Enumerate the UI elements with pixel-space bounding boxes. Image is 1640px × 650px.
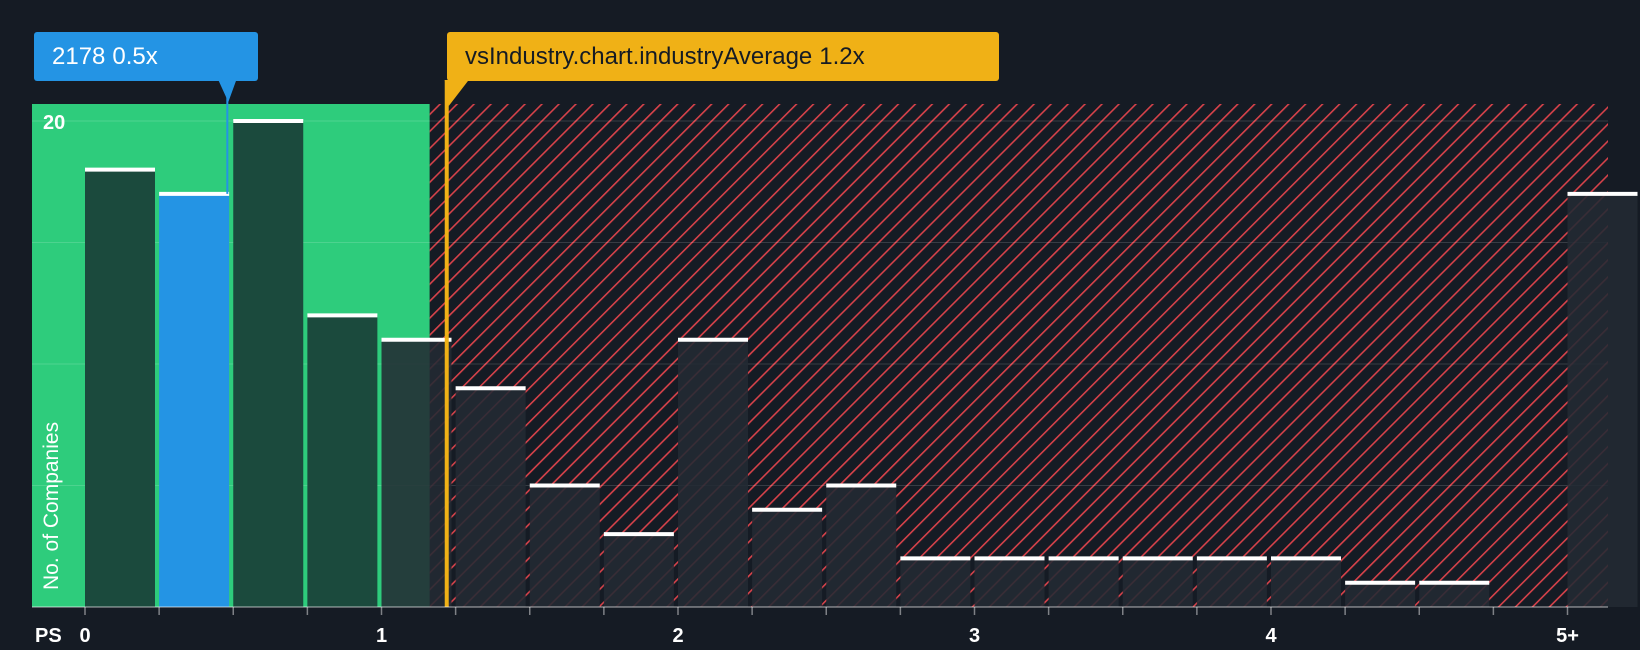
above-industry-region (429, 104, 1609, 607)
histogram-bar-17 (1345, 582, 1416, 607)
histogram-bar-4 (381, 339, 452, 607)
histogram-bar-6 (529, 485, 600, 607)
histogram-bar-2 (233, 121, 304, 608)
histogram-bar-3 (307, 315, 378, 607)
x-tick-label-1: 1 (376, 625, 387, 647)
histogram-bar-5 (455, 388, 526, 607)
histogram-bar-15 (1196, 558, 1267, 607)
company-value-label: 2178 0.5x (34, 32, 258, 81)
x-axis-label: PS (35, 625, 62, 647)
x-tick-label-0: 0 (79, 625, 90, 647)
industry-label-pointer (444, 80, 469, 106)
company-ticker: 2178 (52, 43, 106, 70)
histogram-bar-18 (1419, 582, 1490, 607)
x-tick-label-4: 4 (1265, 625, 1277, 647)
histogram-bar-11 (900, 558, 971, 607)
histogram-bar-13 (1048, 558, 1119, 607)
histogram-bar-16 (1271, 558, 1341, 607)
industry-label-text: vsIndustry.chart.industryAverage (465, 43, 813, 70)
x-tick-label-3: 3 (969, 625, 980, 647)
x-tick-label-5plus: 5+ (1556, 625, 1579, 647)
company-label-pointer (218, 80, 237, 102)
histogram-bar-7 (603, 534, 674, 607)
y-axis-label: No. of Companies (40, 421, 63, 590)
industry-average-label: vsIndustry.chart.industryAverage 1.2x (447, 32, 999, 81)
x-tick-label-2: 2 (672, 625, 683, 647)
company-ps-value: 0.5x (112, 43, 158, 70)
y-tick-label-20: 20 (43, 112, 65, 134)
histogram-bar-8 (678, 339, 748, 607)
histogram-bar-0 (85, 169, 155, 607)
histogram-bar-14 (1122, 558, 1193, 607)
histogram-bar-9 (752, 509, 823, 607)
histogram-bar-1 (159, 193, 230, 608)
industry-ps-value: 1.2x (819, 43, 865, 70)
histogram-bar-20 (1567, 193, 1638, 608)
histogram-bar-12 (974, 558, 1045, 607)
histogram-bar-10 (826, 485, 897, 607)
